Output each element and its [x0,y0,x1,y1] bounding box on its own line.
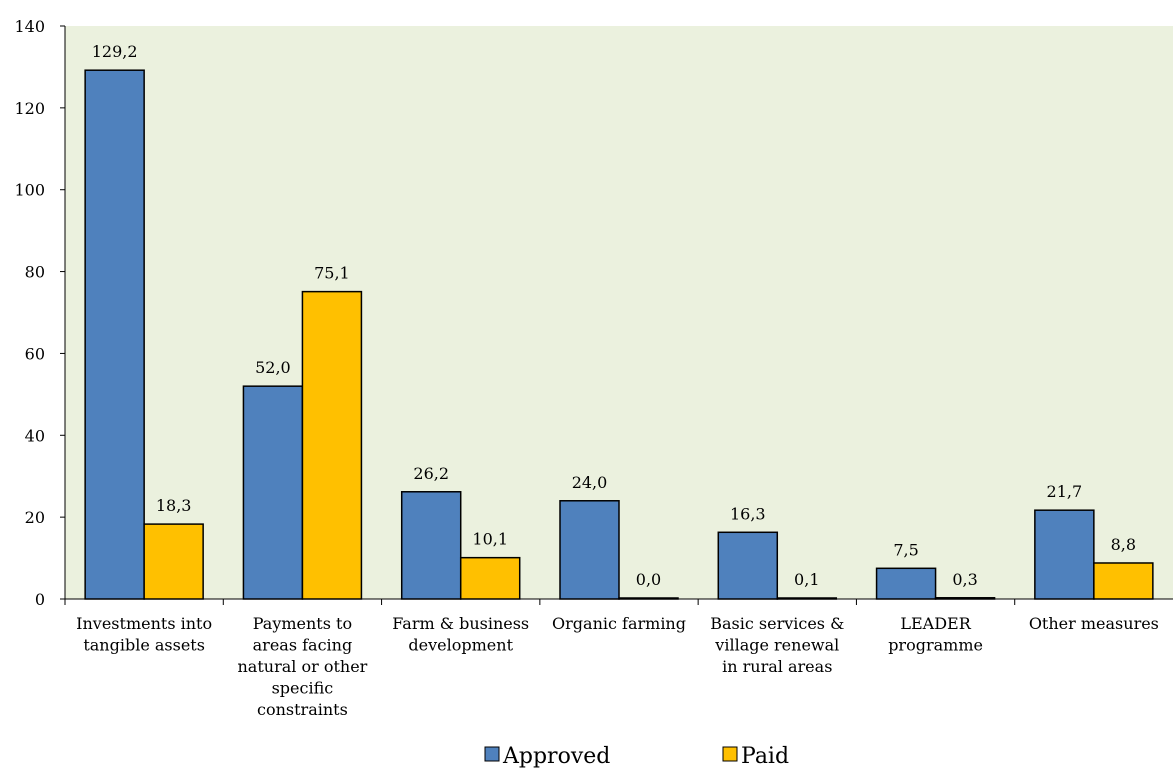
category-label-line: in rural areas [722,657,832,676]
data-label-paid: 0,3 [952,570,977,589]
category-label: Farm & business development [392,614,529,655]
data-label-approved: 7,5 [893,540,918,559]
category-label-line: LEADER [900,614,971,633]
y-tick-label: 20 [25,508,45,527]
bar-paid [143,523,204,600]
category-label: Other measures [1029,614,1159,633]
bar-approved [1034,509,1095,600]
legend-label-paid: Paid [741,744,789,769]
category-label-line: natural or other [238,657,368,676]
y-tick-label: 0 [35,590,45,609]
category-label: Payments to areas facing natural or other s… [238,614,368,719]
bar-paid [459,556,521,600]
category-label-line: development [408,636,513,655]
bar-approved [875,567,937,600]
category-label-line: Basic services & [710,614,844,633]
bar-approved [717,531,779,600]
y-tick-label: 60 [25,344,45,363]
bar-paid [301,290,363,600]
data-label-approved: 16,3 [730,504,766,523]
category-label-line: village renewal [714,636,839,655]
bar-approved [242,385,304,600]
data-label-paid: 8,8 [1111,535,1136,554]
y-tick-label: 140 [14,17,45,36]
bar-paid [1093,562,1154,600]
data-label-paid: 18,3 [156,496,192,515]
category-label: Organic farming [552,614,686,633]
data-label-approved: 24,0 [572,473,608,492]
data-label-paid: 10,1 [472,530,508,549]
bar-approved [559,500,620,600]
data-label-approved: 21,7 [1047,482,1083,501]
category-label: LEADER programme [888,614,983,655]
data-label-paid: 0,1 [794,570,819,589]
y-tick-label: 100 [14,181,45,200]
y-tick-label: 80 [25,263,45,282]
legend-swatch-approved [484,746,500,762]
category-label: Investments into tangible assets [76,614,212,655]
category-label-line: constraints [257,700,348,719]
legend-swatch-paid [722,746,738,762]
category-label: Basic services & village renewal in rural … [710,614,844,676]
y-tick-label: 120 [14,99,45,118]
legend: Approved Paid [484,744,789,769]
bar-approved [400,491,462,600]
y-tick-label: 40 [25,426,45,445]
category-label-line: Other measures [1029,614,1159,633]
data-label-paid: 75,1 [314,264,350,283]
data-label-paid: 0,0 [636,570,661,589]
category-label-line: programme [888,636,983,655]
category-label-line: Investments into [76,614,212,633]
category-label-line: Farm & business [392,614,529,633]
category-label-line: areas facing [253,636,353,655]
data-label-approved: 129,2 [92,42,138,61]
category-label-line: specific [272,679,334,698]
category-label-line: tangible assets [83,636,205,655]
data-label-approved: 26,2 [413,464,449,483]
bar-approved [84,69,145,600]
data-label-approved: 52,0 [255,358,291,377]
legend-label-approved: Approved [502,744,610,769]
category-label-line: Payments to [253,614,352,633]
category-label-line: Organic farming [552,614,686,633]
